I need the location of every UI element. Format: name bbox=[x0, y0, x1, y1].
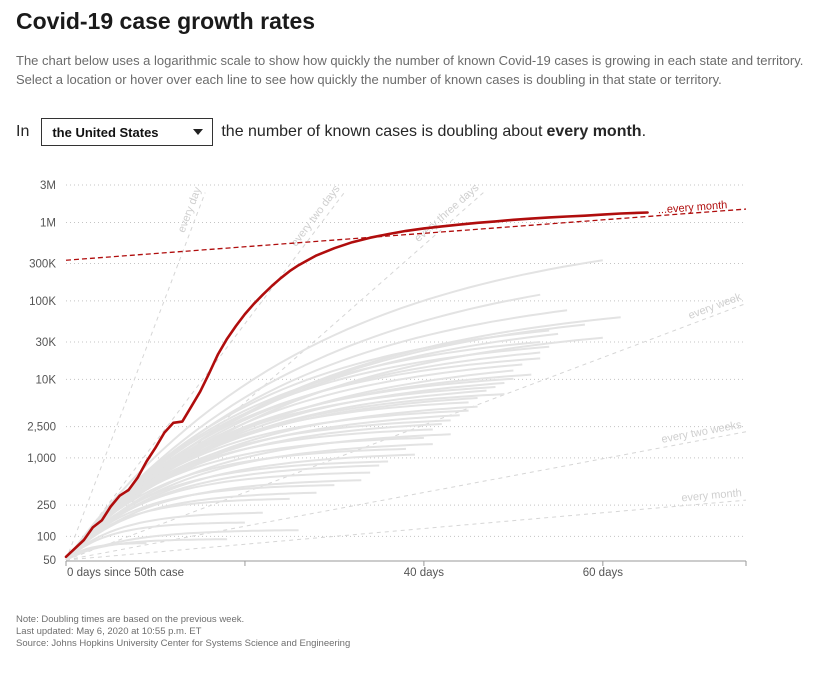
reference-line-label: every two days bbox=[289, 183, 343, 249]
sentence-middle: the number of known cases is doubling ab… bbox=[221, 123, 543, 140]
state-line bbox=[65, 436, 424, 561]
y-tick-label: 1,000 bbox=[27, 453, 56, 465]
reference-line bbox=[65, 499, 747, 561]
location-sentence: In the United States the number of known… bbox=[16, 117, 646, 147]
state-line bbox=[65, 521, 245, 561]
reference-line-label: every two weeks bbox=[660, 419, 743, 446]
location-select-value: the United States bbox=[52, 124, 159, 140]
x-tick-label: 60 days bbox=[583, 567, 624, 579]
state-line bbox=[65, 447, 407, 561]
y-tick-label: 3M bbox=[40, 180, 56, 192]
state-line bbox=[65, 538, 228, 561]
state-line bbox=[65, 497, 290, 561]
y-tick-label: 30K bbox=[36, 337, 57, 349]
state-line bbox=[65, 542, 147, 561]
state-line bbox=[65, 401, 469, 561]
x-tick-label: 0 days since 50th case bbox=[67, 567, 184, 579]
state-line bbox=[65, 323, 586, 561]
us-series-line bbox=[64, 211, 649, 559]
reference-line-label: every week bbox=[687, 291, 744, 322]
location-select[interactable]: the United States bbox=[41, 118, 214, 146]
state-line bbox=[65, 471, 371, 561]
updated-text: Last updated: May 6, 2020 at 10:55 p.m. … bbox=[16, 626, 202, 637]
x-tick-label: 40 days bbox=[404, 567, 445, 579]
note-text: Note: Doubling times are based on the pr… bbox=[16, 614, 245, 625]
doubling-rate: every month bbox=[546, 123, 642, 140]
reference-line bbox=[65, 192, 345, 561]
highlight-series[interactable] bbox=[64, 211, 649, 559]
chevron-down-icon bbox=[193, 129, 204, 135]
state-line bbox=[65, 341, 541, 561]
reference-line-label: every day bbox=[176, 185, 204, 234]
state-line bbox=[65, 428, 433, 561]
footer-notes: Note: Doubling times are based on the pr… bbox=[16, 614, 350, 650]
state-line bbox=[65, 357, 541, 561]
y-tick-label: 250 bbox=[37, 500, 56, 512]
reference-line-label: ...every month bbox=[657, 199, 727, 216]
y-tick-label: 100K bbox=[29, 296, 56, 308]
reference-line bbox=[65, 208, 747, 261]
x-axis: 0 days since 50th case 40 days 60 days bbox=[65, 560, 747, 579]
state-line bbox=[65, 491, 317, 561]
y-axis: 3M 1M 300K 100K 30K 10K 2,500 1,000 250 100 50 bbox=[27, 180, 56, 567]
sentence-prefix: In bbox=[16, 123, 30, 140]
y-tick-label: 2,500 bbox=[27, 422, 56, 434]
sentence-suffix: . bbox=[641, 123, 647, 140]
state-line bbox=[65, 345, 550, 561]
reference-line bbox=[65, 192, 206, 561]
background-series bbox=[65, 259, 621, 561]
state-line bbox=[65, 511, 263, 561]
source-text: Source: Johns Hopkins University Center … bbox=[16, 638, 351, 649]
reference-line-label: every month bbox=[681, 487, 742, 504]
reference-line bbox=[65, 431, 747, 561]
growth-chart: 3M 1M 300K 100K 30K 10K 2,500 1,000 250 100 50 eve… bbox=[27, 180, 747, 579]
y-tick-label: 100 bbox=[37, 531, 56, 543]
state-line bbox=[65, 259, 603, 561]
state-line bbox=[65, 423, 442, 561]
y-tick-label: 300K bbox=[29, 258, 56, 270]
y-tick-label: 1M bbox=[40, 217, 56, 229]
reference-line-label: every three days bbox=[412, 182, 481, 245]
y-tick-label: 50 bbox=[43, 555, 56, 567]
state-line bbox=[65, 460, 389, 561]
state-line bbox=[65, 484, 335, 561]
y-tick-label: 10K bbox=[36, 374, 57, 386]
page-title: Covid-19 case growth rates bbox=[16, 8, 316, 34]
intro-text: The chart below uses a logarithmic scale… bbox=[16, 53, 804, 87]
